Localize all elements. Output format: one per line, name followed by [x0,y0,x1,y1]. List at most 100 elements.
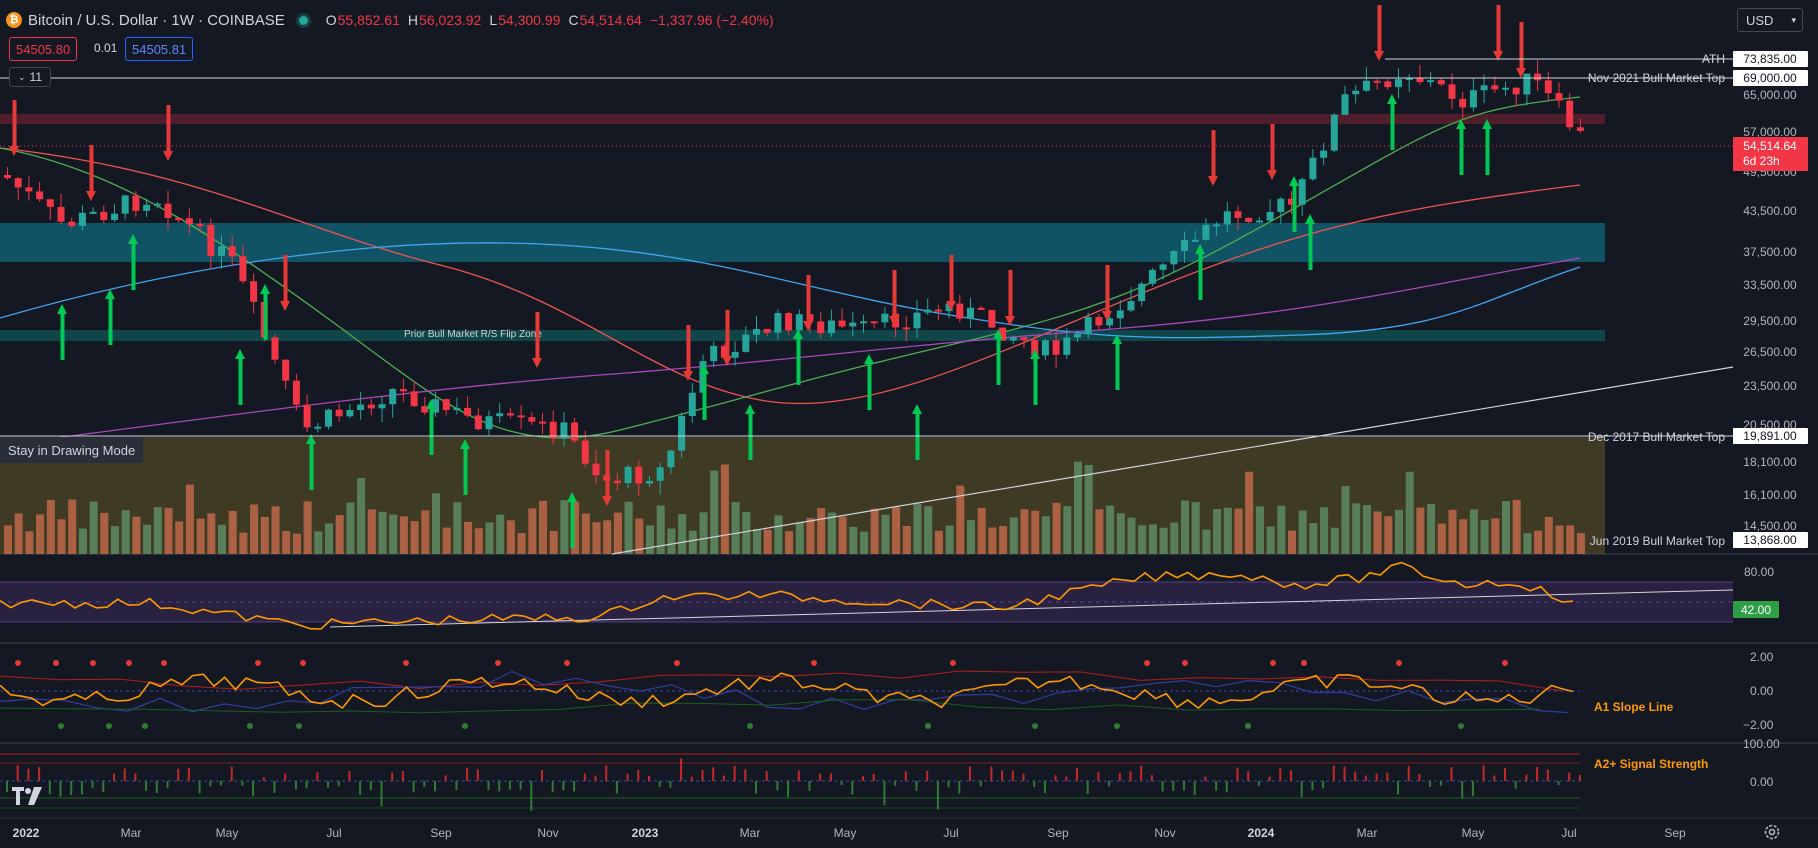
candle-body [121,195,129,214]
candle-body [185,218,193,225]
candle-body [239,256,247,282]
volume-bar [1288,530,1296,554]
signal-bar-positive [904,771,907,781]
slope-red-dot [811,660,817,666]
signal-bar-negative [936,781,939,810]
signal-down-arrow [1105,265,1110,315]
signal-bar-negative [573,781,576,792]
candle-body [881,313,889,323]
volume-bar [785,531,794,554]
volume-bar [1373,511,1382,554]
signal-bar-negative [1033,781,1036,788]
time-axis[interactable]: 2022 Mar May Jul Sep Nov 2023 Mar May Jul Sep Nov 20… [13,826,1686,840]
trend-line[interactable] [611,366,1734,555]
volume-bar [196,518,205,554]
candle-body [485,416,493,430]
time-axis-label: Jul [326,826,341,840]
volume-bar [1074,461,1082,554]
slope-red-dot [950,660,956,666]
volume-bar [143,524,152,554]
volume-bar [870,508,879,554]
symbol-header[interactable]: ₿ Bitcoin / U.S. Dollar · 1W · COINBASE … [6,8,774,32]
candle-body [999,327,1007,341]
signal-down-arrow [9,146,19,156]
jun-2019-label: Jun 2019 Bull Market Top [1590,534,1726,548]
symbol-title[interactable]: Bitcoin / U.S. Dollar · 1W · COINBASE [28,11,285,29]
volume-bar [357,477,366,554]
volume-bar [1106,505,1115,554]
slope-red-dot [300,660,306,666]
signal-bar-negative [658,781,661,787]
candle-body [464,407,472,416]
volume-bar [1491,518,1500,554]
volume-bar [1320,507,1329,554]
signal-axis-label-zero: 0.00 [1750,775,1774,789]
price-axis-label: 37,500.00 [1743,245,1797,259]
volume-bar [1170,522,1179,554]
indicators-toggle[interactable]: ⌄ 11 [9,67,51,87]
candle-body [196,224,204,227]
signal-down-arrow [283,255,288,305]
volume-bar [464,521,473,554]
current-price-tag: 54,514.64 6d 23h [1733,137,1808,171]
price-axis[interactable]: 73,835.0069,000.0065,000.0057,000.0049,5… [1733,51,1808,548]
signal-up-arrow [1289,176,1299,186]
flip-zone-label: Prior Bull Market R/S Flip Zone [404,329,542,340]
signal-down-arrow [1493,51,1503,61]
sell-button[interactable]: 54505.80 [9,37,78,61]
signal-bar-positive [1364,775,1367,781]
signal-bar-positive [1204,776,1207,781]
buy-button[interactable]: 54505.81 [125,37,194,61]
drawing-mode-tooltip[interactable]: Stay in Drawing Mode [0,437,144,463]
signal-bar-positive [680,758,683,781]
signal-bar-negative [423,781,426,787]
signal-bar-positive [744,769,747,781]
price-axis-label: 57,000.00 [1743,125,1797,139]
price-tag-text: 13,868.00 [1743,533,1797,547]
candle-body [1309,157,1317,180]
signal-bar-positive [733,765,736,781]
volume-bar [860,531,868,554]
candle-body [1041,340,1049,356]
slope-series-name: A1 Slope Line [1594,700,1674,714]
nov-2021-label: Nov 2021 Bull Market Top [1588,71,1726,85]
volume-bar [389,514,398,554]
signal-down-arrow [166,105,171,155]
volume-bar [1534,530,1543,554]
volume-bar [1127,517,1136,554]
slope-green-line [0,699,1541,714]
volume-bar [1555,525,1564,554]
currency-value: USD [1746,12,1774,28]
signal-up-arrow [1115,340,1120,390]
chevron-down-icon: ⌄ [17,71,26,82]
candle-body [1373,80,1381,83]
signal-up-arrow [1030,349,1040,359]
signal-bar-positive [1375,773,1378,781]
signal-bar-positive [819,773,822,781]
gear-icon[interactable] [1763,823,1781,841]
signal-bar-positive [605,765,608,781]
candle-body [303,404,311,428]
signal-bar-positive [1268,776,1271,781]
signal-up-arrow [131,240,136,290]
candle-body [517,415,525,418]
signal-bar-negative [209,781,212,787]
time-axis-label: 2024 [1248,826,1275,840]
signal-bar-positive [476,769,479,781]
signal-bar-negative [369,781,372,791]
countdown: 6d 23h [1743,154,1780,168]
candle-body [581,440,589,464]
signal-bar-negative [59,781,62,797]
a1-slope-line [0,672,1574,710]
candle-body [207,224,215,256]
signal-bar-negative [894,781,897,786]
tradingview-logo-icon[interactable] [12,787,44,805]
volume-bar [913,503,922,554]
signal-bar-positive [1332,765,1335,781]
signal-strength-bars [6,758,1581,811]
currency-select[interactable]: USD ▾ [1737,8,1803,32]
candle-body [1566,100,1574,128]
slope-green-dot [247,723,253,729]
